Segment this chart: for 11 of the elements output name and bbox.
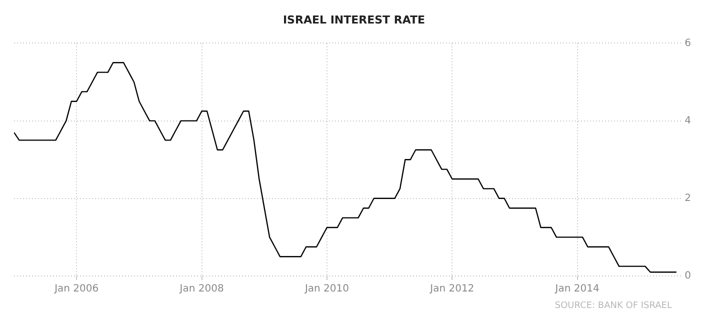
y-tick-label: 2	[684, 192, 692, 204]
y-tick-label: 4	[684, 115, 692, 126]
y-tick-label: 0	[684, 270, 692, 282]
chart-title: ISRAEL INTEREST RATE	[282, 13, 426, 26]
x-tick-label: Jan 2014	[554, 284, 600, 295]
source-note: SOURCE: BANK OF ISRAEL	[554, 300, 672, 311]
x-tick-label: Jan 2010	[304, 284, 349, 295]
y-tick-label: 6	[684, 38, 692, 49]
x-tick-label: Jan 2006	[54, 284, 99, 295]
x-tick-label: Jan 2012	[429, 284, 474, 295]
x-tick-label: Jan 2008	[178, 284, 224, 295]
